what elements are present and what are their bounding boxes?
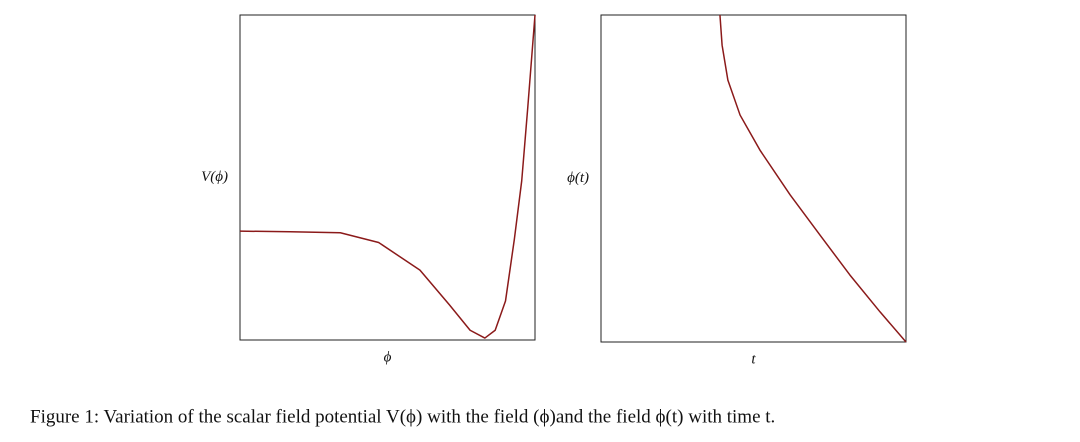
x-axis-label: ϕ xyxy=(384,349,392,365)
data-line xyxy=(719,14,907,343)
x-axis-label: t xyxy=(751,351,756,367)
caption: Figure 1: Variation of the scalar field … xyxy=(30,406,775,427)
y-axis-label: ϕ(t) xyxy=(567,170,589,186)
y-axis-label: V(ϕ) xyxy=(201,169,228,185)
data-line xyxy=(239,14,536,339)
plot-frame xyxy=(239,14,536,341)
plot-frame xyxy=(600,14,907,343)
